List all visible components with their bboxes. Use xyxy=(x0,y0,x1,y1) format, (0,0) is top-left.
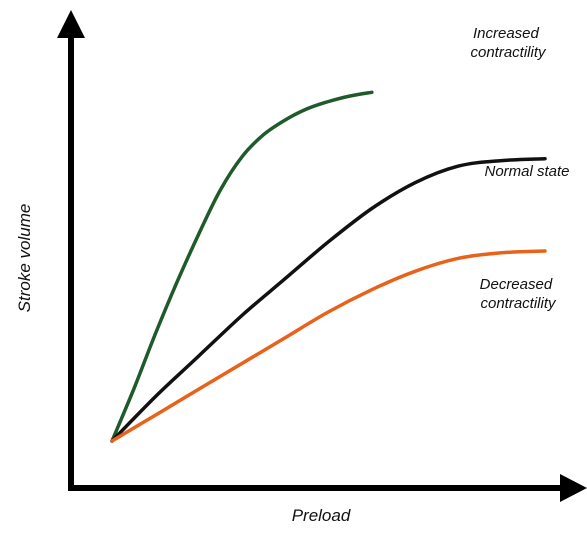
label-decreased-line2: contractility xyxy=(480,295,557,312)
curves-group xyxy=(110,90,547,443)
label-increased-contractility: Increased contractility xyxy=(470,25,547,61)
series-increased-contractility xyxy=(110,90,374,443)
label-increased-line2: contractility xyxy=(470,44,547,61)
label-decreased-contractility: Decreased contractility xyxy=(480,276,557,312)
label-normal-state: Normal state xyxy=(484,163,569,180)
curve-labels: Increased contractility Normal state Dec… xyxy=(470,25,569,312)
series-decreased-contractility xyxy=(110,249,547,443)
label-increased-line1: Increased xyxy=(473,25,540,42)
y-axis-arrowhead xyxy=(57,10,85,38)
y-axis-title: Stroke volume xyxy=(15,204,34,313)
x-axis-arrowhead xyxy=(560,474,587,502)
axes xyxy=(57,10,587,502)
label-decreased-line1: Decreased xyxy=(480,276,553,293)
x-axis-title: Preload xyxy=(292,506,351,525)
series-normal-state xyxy=(110,156,547,443)
label-normal-line1: Normal state xyxy=(484,163,569,180)
